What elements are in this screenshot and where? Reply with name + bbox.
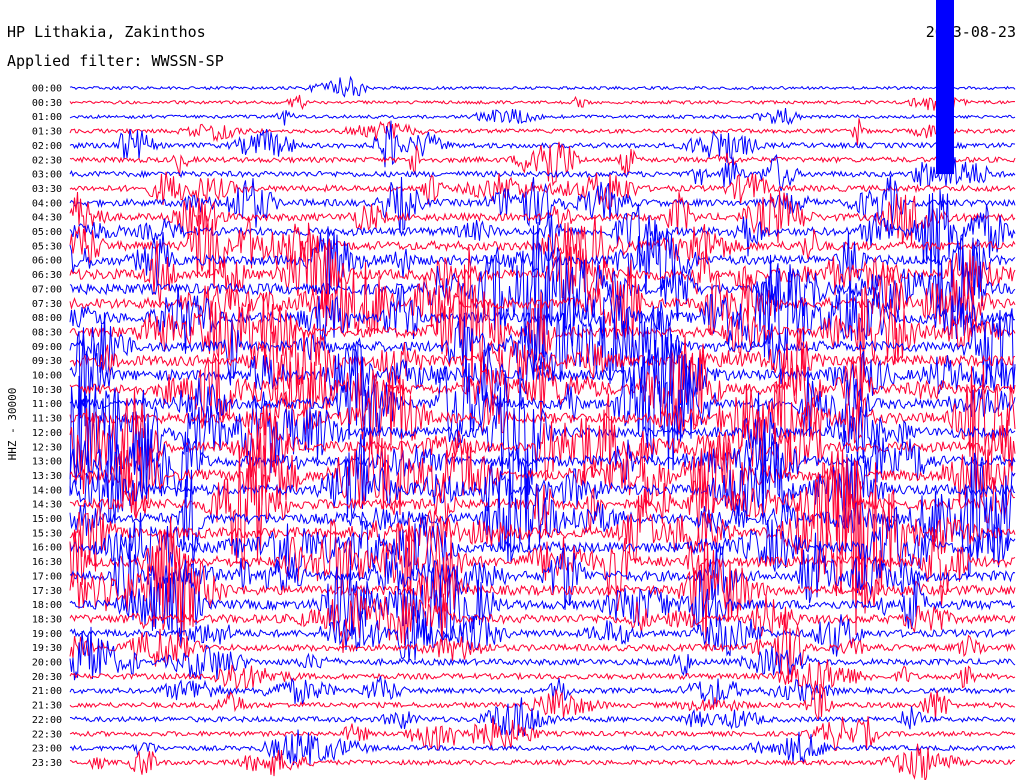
trace-line-0530 [69,214,1016,289]
trace-line-0130 [69,118,1016,146]
trace-line-0900 [69,305,1016,390]
trace-line-1730 [69,537,1016,652]
trace-line-1630 [69,516,1016,613]
time-label: 16:00 [32,543,62,554]
time-label: 03:30 [32,184,62,195]
trace-line-2030 [69,659,1016,694]
time-label: 02:30 [32,155,62,166]
trace-line-2200 [69,697,1016,737]
trace-line-0230 [69,141,1016,187]
time-label: 04:30 [32,213,62,224]
time-label: 13:30 [32,471,62,482]
time-label: 05:30 [32,241,62,252]
trace-line-0630 [69,222,1016,315]
trace-line-2100 [69,676,1016,706]
y-axis-label: HHZ - 30000 [6,388,19,461]
time-label: 11:30 [32,414,62,425]
trace-line-0300 [69,154,1016,192]
trace-line-2130 [69,683,1016,721]
time-label: 05:00 [32,227,62,238]
chart-title: HP Lithakia, Zakinthos [7,23,206,41]
time-label: 01:30 [32,127,62,138]
time-label: 21:00 [32,686,62,697]
time-label: 10:00 [32,371,62,382]
time-label-group: 00:00 00:30 01:00 01:30 02:00 02:30 03:00 03:30… [32,84,62,769]
time-label: 22:30 [32,729,62,740]
trace-line-2330 [69,743,1016,780]
trace-line-1700 [69,532,1016,613]
time-label: 22:00 [32,715,62,726]
time-label: 13:00 [32,457,62,468]
trace-line-0200 [69,120,1016,168]
trace-line-1030 [69,348,1016,435]
time-label: 08:00 [32,313,62,324]
time-label: 16:30 [32,557,62,568]
trace-line-1400 [69,433,1016,525]
trace-line-0430 [69,190,1016,245]
time-label: 09:00 [32,342,62,353]
trace-line-1930 [69,606,1016,685]
trace-line-0100 [69,108,1016,126]
trace-line-2300 [69,729,1016,766]
trace-line-1600 [69,506,1016,579]
time-label: 01:00 [32,112,62,123]
time-label: 12:30 [32,442,62,453]
trace-line-2000 [69,626,1016,681]
time-label: 00:00 [32,84,62,95]
time-label: 14:00 [32,485,62,496]
trace-line-2230 [69,716,1016,752]
trace-line-0330 [69,171,1016,210]
time-label: 06:00 [32,256,62,267]
time-label: 19:00 [32,629,62,640]
time-label: 14:30 [32,500,62,511]
trace-line-1800 [69,559,1016,647]
time-label: 12:00 [32,428,62,439]
trace-line-0030 [69,94,1016,114]
time-label: 02:00 [32,141,62,152]
time-label: 19:30 [32,643,62,654]
trace-line-0730 [69,259,1016,347]
time-label: 18:30 [32,614,62,625]
time-label: 00:30 [32,98,62,109]
trace-line-1830 [69,590,1016,653]
time-label: 06:30 [32,270,62,281]
time-label: 23:00 [32,744,62,755]
time-label: 23:30 [32,758,62,769]
time-label: 15:30 [32,528,62,539]
time-label: 10:30 [32,385,62,396]
trace-line-0930 [69,323,1016,404]
trace-group [69,0,1016,780]
time-label: 07:30 [32,299,62,310]
time-label: 18:00 [32,600,62,611]
time-label: 07:00 [32,284,62,295]
trace-line-1900 [69,606,1016,662]
trace-line-0400 [69,175,1016,233]
time-label: 17:00 [32,571,62,582]
time-label: 20:30 [32,672,62,683]
time-label: 09:30 [32,356,62,367]
time-label: 17:30 [32,586,62,597]
large-event-burst [936,0,954,175]
trace-line-1530 [69,457,1016,636]
trace-line-1230 [69,389,1016,495]
time-label: 04:00 [32,198,62,209]
time-label: 03:00 [32,170,62,181]
filter-label: Applied filter: WWSSN-SP [7,52,224,70]
time-label: 21:30 [32,701,62,712]
time-label: 11:00 [32,399,62,410]
trace-line-0000 [69,75,1016,98]
trace-line-0500 [69,189,1016,283]
trace-line-1130 [69,353,1016,494]
time-label: 20:00 [32,658,62,669]
time-label: 08:30 [32,327,62,338]
time-label: 15:00 [32,514,62,525]
